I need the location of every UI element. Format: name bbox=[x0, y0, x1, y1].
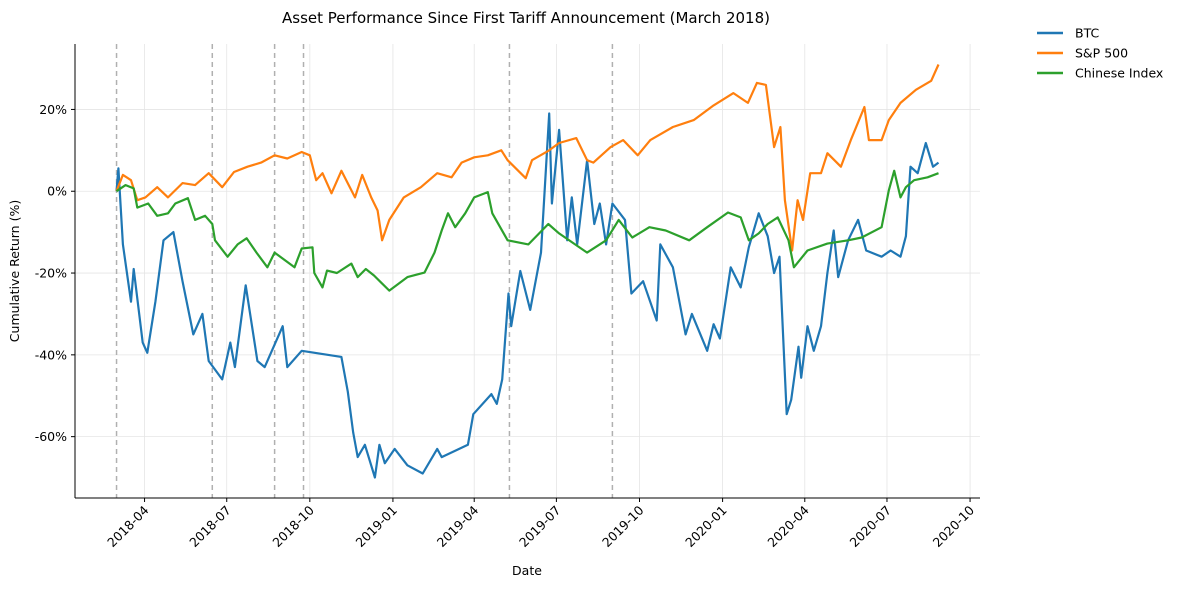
axes bbox=[74, 44, 980, 499]
x-tick-label: 2018-10 bbox=[269, 502, 317, 550]
x-tick-label: 2019-07 bbox=[516, 503, 564, 551]
tariff-event-lines bbox=[115, 44, 614, 498]
y-tick-label: 20% bbox=[39, 102, 67, 117]
series-line-chinese-index bbox=[115, 169, 939, 292]
x-tick-label: 2020-01 bbox=[682, 503, 730, 551]
legend-label: BTC bbox=[1075, 26, 1099, 41]
legend-label: S&P 500 bbox=[1075, 46, 1128, 61]
legend-item: BTC bbox=[1037, 26, 1099, 41]
y-axis-label: Cumulative Return (%) bbox=[7, 200, 22, 342]
x-ticks: 2018-04 2018-07 2018-10 2019-01 2019-04 2019-… bbox=[104, 498, 977, 550]
series-line-s-p-500 bbox=[115, 64, 940, 252]
x-tick-label: 2020-07 bbox=[847, 503, 895, 551]
y-ticks: 20% 0% -20% -40% -60% bbox=[35, 102, 75, 444]
series-line-btc bbox=[115, 112, 940, 479]
legend-item: Chinese Index bbox=[1037, 66, 1163, 81]
x-tick-label: 2019-10 bbox=[599, 502, 647, 550]
x-tick-label: 2018-04 bbox=[104, 502, 152, 550]
chart-title: Asset Performance Since First Tariff Ann… bbox=[282, 9, 770, 27]
x-tick-label: 2019-01 bbox=[353, 503, 401, 551]
gridlines bbox=[75, 44, 980, 498]
y-tick-label: 0% bbox=[47, 184, 67, 199]
series-lines bbox=[115, 64, 940, 479]
y-tick-label: -40% bbox=[35, 347, 67, 362]
legend-item: S&P 500 bbox=[1037, 46, 1128, 61]
y-tick-label: -60% bbox=[35, 429, 67, 444]
x-tick-label: 2020-10 bbox=[930, 502, 978, 550]
legend-label: Chinese Index bbox=[1075, 66, 1163, 81]
x-axis-label: Date bbox=[512, 563, 542, 578]
legend: BTC S&P 500 Chinese Index bbox=[1037, 26, 1163, 81]
x-tick-label: 2018-07 bbox=[186, 503, 234, 551]
x-tick-label: 2019-04 bbox=[434, 502, 482, 550]
y-tick-label: -20% bbox=[35, 266, 67, 281]
x-tick-label: 2020-04 bbox=[764, 502, 812, 550]
